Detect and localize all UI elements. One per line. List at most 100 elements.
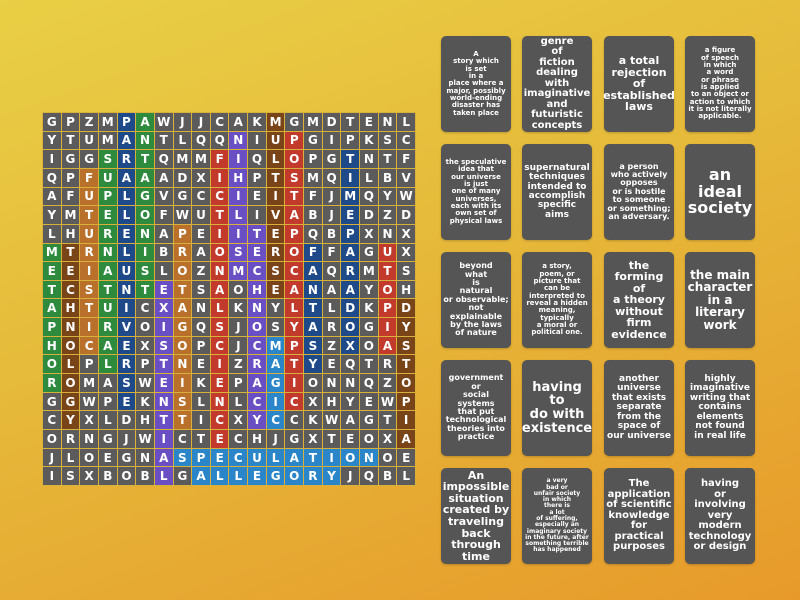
grid-cell[interactable]: C [173, 430, 192, 448]
grid-cell[interactable]: P [285, 224, 304, 243]
grid-cell[interactable]: L [117, 187, 136, 206]
grid-cell[interactable]: I [266, 187, 285, 206]
grid-cell[interactable]: J [229, 336, 248, 355]
grid-cell[interactable]: X [192, 168, 210, 187]
grid-cell[interactable]: O [61, 336, 80, 355]
grid-cell[interactable]: O [378, 280, 397, 299]
grid-cell[interactable]: P [285, 131, 304, 150]
grid-cell[interactable]: S [304, 336, 322, 355]
grid-cell[interactable]: S [98, 150, 117, 168]
grid-cell[interactable]: Y [360, 280, 378, 299]
grid-cell[interactable]: H [248, 280, 266, 299]
grid-cell[interactable]: Q [210, 131, 229, 150]
grid-cell[interactable]: V [266, 206, 285, 224]
grid-cell[interactable]: W [173, 206, 192, 224]
grid-cell[interactable]: N [322, 374, 341, 392]
grid-cell[interactable]: A [154, 224, 173, 243]
grid-cell[interactable]: E [43, 262, 61, 280]
grid-cell[interactable]: P [80, 355, 98, 374]
grid-cell[interactable]: O [210, 243, 229, 262]
grid-cell[interactable]: M [98, 131, 117, 150]
grid-cell[interactable]: G [360, 243, 378, 262]
grid-cell[interactable]: T [341, 113, 360, 131]
grid-cell[interactable]: M [360, 262, 378, 280]
grid-cell[interactable]: G [360, 411, 378, 430]
grid-cell[interactable]: T [154, 131, 173, 150]
grid-cell[interactable]: B [304, 206, 322, 224]
grid-cell[interactable]: F [322, 243, 341, 262]
grid-cell[interactable]: D [117, 411, 136, 430]
grid-cell[interactable]: X [304, 430, 322, 448]
grid-cell[interactable]: Z [322, 336, 341, 355]
grid-cell[interactable]: G [43, 392, 61, 411]
grid-cell[interactable]: G [173, 318, 192, 336]
grid-cell[interactable]: A [117, 131, 136, 150]
grid-cell[interactable]: S [192, 280, 210, 299]
grid-cell[interactable]: Q [304, 224, 322, 243]
grid-cell[interactable]: O [285, 467, 304, 485]
grid-cell[interactable]: V [397, 168, 415, 187]
grid-cell[interactable]: O [304, 374, 322, 392]
grid-cell[interactable]: X [80, 467, 98, 485]
grid-cell[interactable]: T [304, 299, 322, 318]
grid-cell[interactable]: E [98, 448, 117, 467]
grid-cell[interactable]: O [248, 318, 266, 336]
grid-cell[interactable]: I [266, 392, 285, 411]
grid-cell[interactable]: Q [360, 467, 378, 485]
grid-cell[interactable]: S [397, 336, 415, 355]
grid-cell[interactable]: F [210, 150, 229, 168]
grid-cell[interactable]: P [285, 336, 304, 355]
grid-cell[interactable]: A [192, 243, 210, 262]
grid-cell[interactable]: K [248, 113, 266, 131]
grid-cell[interactable]: T [136, 280, 154, 299]
clue-card[interactable]: a story, poem, or picture that can be in… [522, 252, 592, 348]
grid-cell[interactable]: D [360, 206, 378, 224]
grid-cell[interactable]: S [285, 168, 304, 187]
grid-cell[interactable]: T [43, 280, 61, 299]
grid-cell[interactable]: R [304, 467, 322, 485]
grid-cell[interactable]: A [154, 448, 173, 467]
grid-cell[interactable]: I [43, 150, 61, 168]
grid-cell[interactable]: Z [378, 374, 397, 392]
grid-cell[interactable]: A [43, 299, 61, 318]
grid-cell[interactable]: L [98, 355, 117, 374]
grid-cell[interactable]: A [98, 336, 117, 355]
grid-cell[interactable]: M [98, 113, 117, 131]
grid-cell[interactable]: U [98, 299, 117, 318]
clue-card[interactable]: government or social systems that put te… [441, 360, 511, 456]
grid-cell[interactable]: S [229, 243, 248, 262]
grid-cell[interactable]: G [266, 467, 285, 485]
grid-cell[interactable]: M [304, 168, 322, 187]
grid-cell[interactable]: Q [360, 374, 378, 392]
grid-cell[interactable]: M [229, 262, 248, 280]
grid-cell[interactable]: W [154, 113, 173, 131]
grid-cell[interactable]: T [304, 448, 322, 467]
grid-cell[interactable]: F [80, 168, 98, 187]
grid-cell[interactable]: I [322, 448, 341, 467]
grid-cell[interactable]: R [248, 355, 266, 374]
grid-cell[interactable]: T [378, 150, 397, 168]
grid-cell[interactable]: F [61, 187, 80, 206]
grid-cell[interactable]: A [117, 168, 136, 187]
grid-cell[interactable]: E [192, 355, 210, 374]
grid-cell[interactable]: M [266, 113, 285, 131]
grid-cell[interactable]: T [248, 224, 266, 243]
grid-cell[interactable]: Y [266, 299, 285, 318]
grid-cell[interactable]: L [61, 355, 80, 374]
grid-cell[interactable]: D [397, 206, 415, 224]
grid-cell[interactable]: Y [61, 411, 80, 430]
grid-cell[interactable]: N [80, 430, 98, 448]
grid-cell[interactable]: C [210, 113, 229, 131]
grid-cell[interactable]: G [173, 187, 192, 206]
clue-card[interactable]: A story which is set in a place where a … [441, 36, 511, 132]
grid-cell[interactable]: M [266, 336, 285, 355]
grid-cell[interactable]: T [341, 150, 360, 168]
grid-cell[interactable]: J [173, 113, 192, 131]
grid-cell[interactable]: I [229, 187, 248, 206]
grid-cell[interactable]: I [173, 374, 192, 392]
grid-cell[interactable]: O [397, 374, 415, 392]
grid-cell[interactable]: F [304, 187, 322, 206]
grid-cell[interactable]: C [248, 392, 266, 411]
grid-cell[interactable]: E [117, 224, 136, 243]
grid-cell[interactable]: E [266, 280, 285, 299]
